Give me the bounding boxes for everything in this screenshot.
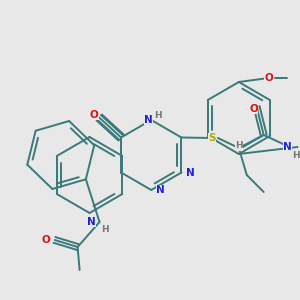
Text: O: O [264, 73, 273, 83]
Text: S: S [208, 133, 216, 143]
Text: N: N [156, 185, 165, 195]
Text: N: N [87, 217, 95, 227]
Text: O: O [41, 235, 50, 245]
Text: O: O [90, 110, 99, 119]
Text: N: N [144, 115, 153, 125]
Text: H: H [292, 151, 299, 160]
Text: H: H [101, 226, 108, 235]
Text: O: O [249, 104, 258, 114]
Text: H: H [235, 142, 243, 151]
Text: N: N [283, 142, 292, 152]
Text: H: H [154, 110, 162, 119]
Text: N: N [186, 167, 195, 178]
